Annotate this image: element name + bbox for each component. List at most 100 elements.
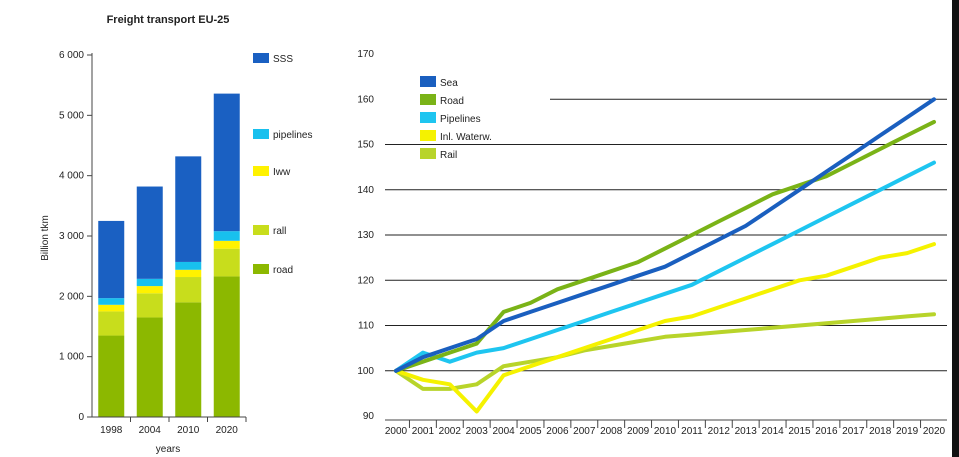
bar-y-tick-label: 6 000 — [59, 50, 84, 61]
bar-axes — [91, 53, 246, 418]
bar-segment-rall-2020 — [213, 248, 240, 277]
line-x-tick-label: 2013 — [735, 426, 758, 437]
bar-segment-iww-2020 — [213, 240, 240, 249]
bar-x-tick-label: 2004 — [139, 425, 162, 436]
bar-legend-swatch-rall — [253, 225, 269, 235]
bar-chart-x-label: years — [156, 444, 180, 455]
bar-segment-sss-2010 — [175, 156, 202, 262]
bar-legend-label-rall: rall — [273, 226, 286, 237]
bar-legend-label-pipelines: pipelines — [273, 130, 312, 141]
bar-chart-y-label: Billion tkm — [40, 215, 51, 261]
bar-x-tick-label: 2020 — [216, 425, 239, 436]
line-x-tick-label: 2016 — [815, 426, 838, 437]
bar-segment-iww-1998 — [98, 304, 125, 312]
line-x-tick-label: 2014 — [761, 426, 784, 437]
line-legend-swatch — [420, 76, 436, 87]
bar-segment-pipelines-2004 — [136, 278, 163, 287]
bar-segment-rall-2010 — [175, 277, 202, 303]
line-x-tick-label: 2020 — [923, 426, 946, 437]
bar-legend-swatch-iww — [253, 166, 269, 176]
line-series-pipelines — [394, 160, 936, 373]
line-x-tick-label: 2005 — [519, 426, 542, 437]
bar-x-tick-label: 1998 — [100, 425, 123, 436]
line-series-road — [394, 119, 936, 373]
line-x-ticks: 2000 2001 2002 2003 2004 2005 2006 2007 2008 2009… — [385, 420, 946, 437]
line-y-ticks: 90 100 110 120 130 140 150 160 170 — [357, 49, 374, 422]
line-x-tick-label: 2001 — [412, 426, 435, 437]
bar-x-tick-label: 2010 — [177, 425, 200, 436]
line-x-tick-label: 2009 — [627, 426, 650, 437]
bar-y-tick-label: 0 — [78, 412, 84, 423]
bar-segment-road-2004 — [136, 317, 163, 417]
bar-segment-pipelines-2020 — [213, 231, 240, 241]
line-legend-swatch — [420, 130, 436, 141]
line-y-tick-label: 100 — [357, 366, 374, 377]
bar-segment-pipelines-2010 — [175, 261, 202, 270]
line-y-tick-label: 160 — [357, 94, 374, 105]
line-legend-label: Rail — [440, 150, 457, 161]
bar-legend-swatch-road — [253, 264, 269, 274]
line-x-tick-label: 2004 — [492, 426, 515, 437]
bar-segment-iww-2010 — [175, 269, 202, 278]
line-x-tick-label: 2019 — [896, 426, 919, 437]
bar-segment-sss-1998 — [98, 220, 125, 299]
line-x-tick-label: 2002 — [439, 426, 462, 437]
line-legend: Sea Road Pipelines Inl. Waterw. Rail — [420, 76, 492, 161]
line-series-sea — [394, 97, 936, 373]
bar-y-tick-label: 2 000 — [59, 291, 84, 302]
bar-x-ticks: 1998 2004 2010 2020 — [100, 417, 247, 436]
bar-legend-label-iww: Iww — [273, 167, 291, 178]
line-legend-swatch — [420, 112, 436, 123]
line-x-tick-label: 2006 — [546, 426, 569, 437]
line-x-tick-label: 2000 — [385, 426, 408, 437]
line-x-tick-label: 2008 — [600, 426, 623, 437]
line-x-tick-label: 2010 — [654, 426, 677, 437]
line-y-tick-label: 140 — [357, 185, 374, 196]
line-y-tick-label: 130 — [357, 230, 374, 241]
bar-y-tick-label: 1 000 — [59, 352, 84, 363]
bar-y-tick-label: 4 000 — [59, 171, 84, 182]
line-x-tick-label: 2007 — [573, 426, 596, 437]
bar-segment-rall-2004 — [136, 293, 163, 318]
bar-legend-label-road: road — [273, 265, 293, 276]
line-y-tick-label: 170 — [357, 49, 374, 60]
line-x-tick-label: 2011 — [681, 426, 703, 437]
bar-segment-sss-2004 — [136, 186, 163, 279]
line-x-tick-label: 2003 — [466, 426, 489, 437]
line-y-tick-label: 150 — [357, 140, 374, 151]
line-legend-label: Inl. Waterw. — [440, 132, 492, 143]
line-x-tick-label: 2018 — [869, 426, 892, 437]
bar-chart: Freight transport EU-25 Billion tkm year… — [40, 14, 312, 455]
bar-y-tick-label: 3 000 — [59, 231, 84, 242]
bar-segment-road-1998 — [98, 335, 125, 417]
line-legend-swatch — [420, 148, 436, 159]
line-y-tick-label: 110 — [358, 321, 374, 332]
bar-segment-road-2010 — [175, 302, 202, 417]
bar-chart-title: Freight transport EU-25 — [107, 14, 230, 26]
bar-segment-sss-2020 — [213, 93, 240, 232]
bar-y-ticks: 0 1 000 2 000 3 000 4 000 5 000 6 000 — [59, 50, 92, 423]
line-y-tick-label: 90 — [363, 411, 375, 422]
line-legend-label: Pipelines — [440, 114, 481, 125]
bar-y-tick-label: 5 000 — [59, 110, 84, 121]
bar-segment-road-2020 — [213, 276, 240, 417]
line-x-tick-label: 2017 — [842, 426, 865, 437]
line-legend-label: Sea — [440, 78, 458, 89]
bar-segment-pipelines-1998 — [98, 298, 125, 305]
line-y-tick-label: 120 — [357, 275, 374, 286]
line-series-inl-waterw — [394, 242, 936, 414]
line-gridlines — [385, 98, 947, 372]
bar-legend: SSS pipelines Iww rall road — [253, 53, 312, 276]
right-border — [952, 0, 959, 457]
line-series-rail — [394, 312, 936, 391]
line-x-tick-label: 2015 — [788, 426, 811, 437]
line-legend-swatch — [420, 94, 436, 105]
bar-segment-iww-2004 — [136, 286, 163, 294]
bar-segment-rall-1998 — [98, 311, 125, 336]
bar-bars — [98, 93, 240, 417]
bar-legend-swatch-pipelines — [253, 129, 269, 139]
bar-legend-label-sss: SSS — [273, 54, 293, 65]
bar-legend-swatch-sss — [253, 53, 269, 63]
